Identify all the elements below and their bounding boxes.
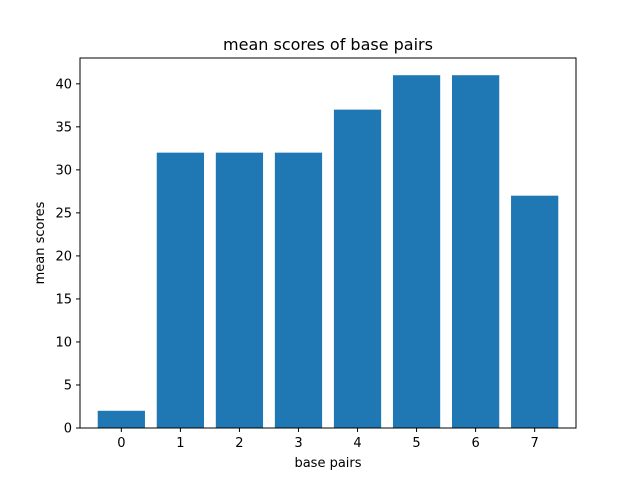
plot-frame (79, 57, 577, 429)
bars-group (97, 75, 559, 429)
y-tick-label: 35 (55, 120, 72, 135)
bar-3 (274, 152, 323, 428)
y-tick-label: 10 (55, 335, 72, 350)
y-tick-label: 25 (55, 206, 72, 221)
x-axis-label: base pairs (294, 456, 361, 471)
y-tick-label: 5 (64, 378, 72, 393)
bar-0 (97, 410, 145, 428)
bar-7 (511, 195, 559, 428)
x-tick-label: 6 (471, 436, 479, 451)
x-tick-label: 7 (531, 436, 539, 451)
y-axis-label: mean scores (33, 201, 48, 284)
y-axis-ticks: 0 5 10 15 20 25 30 35 40 (55, 77, 80, 437)
chart-title: mean scores of base pairs (223, 35, 433, 54)
bar-1 (156, 152, 204, 428)
x-tick-label: 2 (235, 436, 243, 451)
y-tick-label: 40 (55, 77, 72, 92)
bar-5 (392, 75, 441, 429)
bar-4 (333, 109, 382, 429)
x-tick-label: 3 (294, 436, 302, 451)
bar-6 (452, 75, 500, 429)
x-tick-label: 5 (412, 436, 420, 451)
y-tick-label: 0 (64, 422, 72, 437)
y-tick-label: 15 (55, 292, 72, 307)
bar-2 (215, 152, 264, 428)
x-tick-label: 0 (117, 436, 125, 451)
x-axis-ticks: 0 1 2 3 4 5 6 7 (117, 428, 539, 451)
x-tick-label: 1 (176, 436, 184, 451)
y-tick-label: 20 (55, 249, 72, 264)
x-tick-label: 4 (353, 436, 361, 451)
y-tick-label: 30 (55, 163, 72, 178)
